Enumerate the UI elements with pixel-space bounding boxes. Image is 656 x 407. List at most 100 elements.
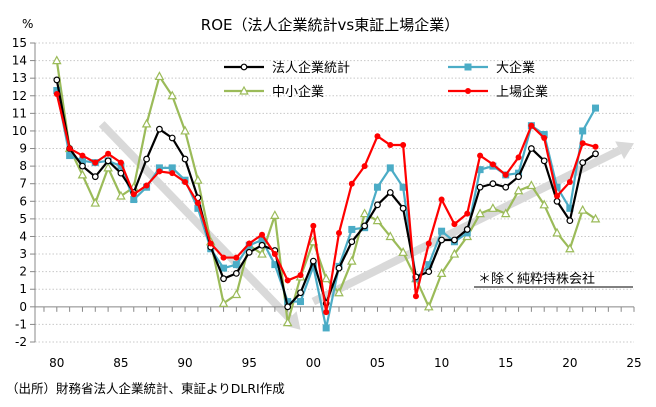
data-point xyxy=(527,145,535,152)
data-point xyxy=(592,150,599,158)
data-point xyxy=(66,152,74,160)
data-point xyxy=(412,293,419,300)
legend-label: 上場企業 xyxy=(496,84,548,100)
x-tick-label: 25 xyxy=(626,356,641,370)
trend-arrow-shaft xyxy=(98,121,293,321)
data-point xyxy=(246,240,253,247)
data-point xyxy=(566,217,574,225)
data-point xyxy=(90,197,101,207)
data-point xyxy=(116,190,126,200)
legend-item: 法人企業統計 xyxy=(224,60,350,76)
data-point xyxy=(489,161,496,168)
data-point xyxy=(528,122,535,129)
data-point xyxy=(592,143,599,150)
data-point xyxy=(500,208,511,218)
data-point xyxy=(361,163,368,170)
data-point xyxy=(130,191,137,198)
x-tick-label: 00 xyxy=(306,356,321,370)
trend-arrow-head xyxy=(615,141,634,160)
data-point xyxy=(515,173,522,181)
data-point xyxy=(53,91,60,98)
data-point xyxy=(463,229,471,237)
data-point xyxy=(143,182,150,189)
data-point xyxy=(566,204,574,212)
data-point xyxy=(425,261,433,269)
data-point xyxy=(348,238,356,246)
y-tick-label: 15 xyxy=(12,36,27,50)
data-point xyxy=(233,254,240,261)
data-point xyxy=(348,180,355,187)
data-point xyxy=(169,170,176,177)
data-point xyxy=(540,130,548,138)
data-point xyxy=(553,197,561,205)
y-tick-label: 12 xyxy=(12,89,27,103)
y-tick-label: -2 xyxy=(15,335,27,349)
x-tick-label: 10 xyxy=(434,356,449,370)
data-point xyxy=(438,227,446,235)
x-tick-label: 20 xyxy=(562,356,577,370)
data-point xyxy=(284,298,292,306)
data-point xyxy=(348,225,356,233)
data-point xyxy=(489,180,497,188)
y-tick-label: 5 xyxy=(19,212,27,226)
data-point xyxy=(464,210,471,217)
y-tick-label: 6 xyxy=(19,194,27,208)
data-point xyxy=(141,118,152,128)
data-point xyxy=(515,169,523,177)
data-point xyxy=(218,298,229,307)
x-tick-label: 85 xyxy=(113,356,128,370)
data-point xyxy=(79,162,86,170)
data-point xyxy=(398,247,408,256)
data-point xyxy=(220,275,227,283)
data-point xyxy=(180,125,190,135)
legend-label: 中小企業 xyxy=(272,84,324,100)
data-point xyxy=(425,240,432,247)
data-point xyxy=(168,164,176,172)
data-point xyxy=(231,289,242,299)
data-point xyxy=(463,226,471,233)
data-point xyxy=(143,155,150,163)
data-point xyxy=(334,287,344,297)
y-tick-label: 3 xyxy=(19,247,27,261)
y-tick-label: 14 xyxy=(12,54,27,68)
data-point xyxy=(386,164,394,172)
data-point xyxy=(541,134,548,141)
legend-item: 上場企業 xyxy=(448,84,548,100)
data-point xyxy=(385,231,396,241)
data-point xyxy=(321,273,331,283)
data-point xyxy=(105,150,112,157)
x-tick-label: 80 xyxy=(49,356,64,370)
data-point xyxy=(92,159,99,166)
y-tick-label: 13 xyxy=(12,71,27,85)
data-point xyxy=(194,204,202,212)
data-point xyxy=(464,63,472,71)
annotation-note: ＊除く純粋持株会社 xyxy=(478,271,595,287)
data-point xyxy=(156,168,163,175)
data-point xyxy=(194,200,201,207)
source-note: （出所）財務省法人企業統計、東証よりDLRI作成 xyxy=(6,381,285,396)
y-tick-label: -1 xyxy=(15,317,27,331)
chart-title: ROE（法人企業統計vs東証上場企業） xyxy=(201,16,459,34)
data-point xyxy=(207,240,214,247)
data-point xyxy=(552,227,562,237)
y-tick-label: 10 xyxy=(12,124,27,138)
data-point xyxy=(476,166,484,174)
y-tick-label: 1 xyxy=(19,282,27,296)
data-point xyxy=(297,289,304,297)
data-point xyxy=(465,88,471,94)
data-point xyxy=(579,127,587,135)
data-point xyxy=(103,162,113,172)
data-point xyxy=(130,196,138,204)
data-point xyxy=(425,268,433,276)
data-point xyxy=(258,241,266,249)
data-point xyxy=(513,185,524,195)
trend-arrow-shaft xyxy=(311,146,622,306)
data-point xyxy=(182,178,189,185)
data-point xyxy=(579,140,586,147)
data-point xyxy=(335,264,343,272)
data-point xyxy=(399,183,407,191)
data-point xyxy=(284,277,291,284)
data-point xyxy=(566,178,573,185)
data-point xyxy=(232,261,240,269)
data-point xyxy=(347,255,357,265)
